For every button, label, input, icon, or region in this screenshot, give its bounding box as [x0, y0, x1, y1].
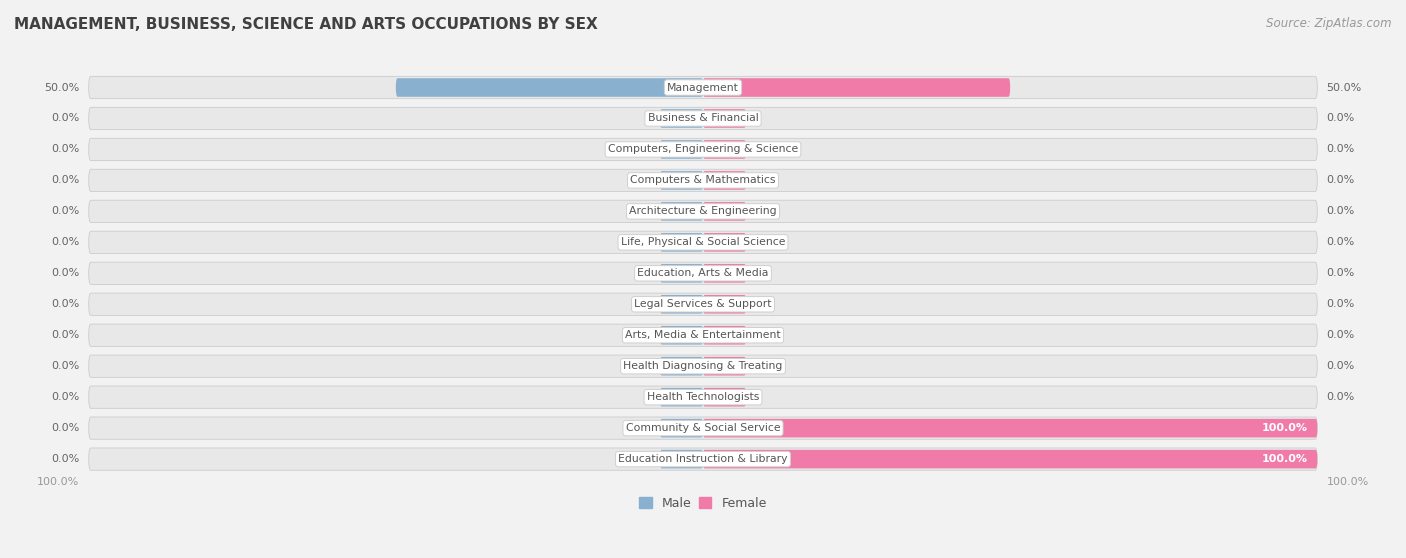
- Text: Health Technologists: Health Technologists: [647, 392, 759, 402]
- FancyBboxPatch shape: [659, 202, 703, 220]
- FancyBboxPatch shape: [396, 78, 703, 97]
- FancyBboxPatch shape: [89, 417, 1317, 439]
- FancyBboxPatch shape: [659, 388, 703, 406]
- FancyBboxPatch shape: [703, 264, 747, 282]
- FancyBboxPatch shape: [703, 109, 747, 128]
- Text: 0.0%: 0.0%: [1326, 299, 1355, 309]
- Text: 100.0%: 100.0%: [1326, 477, 1369, 487]
- FancyBboxPatch shape: [89, 324, 1317, 347]
- Text: 0.0%: 0.0%: [51, 361, 80, 371]
- FancyBboxPatch shape: [89, 293, 1317, 315]
- FancyBboxPatch shape: [659, 450, 703, 468]
- FancyBboxPatch shape: [703, 295, 747, 314]
- FancyBboxPatch shape: [89, 107, 1317, 129]
- Text: 0.0%: 0.0%: [51, 423, 80, 433]
- FancyBboxPatch shape: [89, 386, 1317, 408]
- FancyBboxPatch shape: [703, 202, 747, 220]
- FancyBboxPatch shape: [703, 450, 1317, 468]
- Text: 0.0%: 0.0%: [1326, 206, 1355, 217]
- FancyBboxPatch shape: [89, 169, 1317, 191]
- Text: 0.0%: 0.0%: [1326, 330, 1355, 340]
- FancyBboxPatch shape: [89, 262, 1317, 285]
- Text: 100.0%: 100.0%: [1263, 423, 1308, 433]
- Text: 0.0%: 0.0%: [51, 145, 80, 155]
- Text: 0.0%: 0.0%: [51, 237, 80, 247]
- FancyBboxPatch shape: [703, 326, 747, 344]
- FancyBboxPatch shape: [659, 357, 703, 376]
- FancyBboxPatch shape: [703, 233, 747, 252]
- Text: 100.0%: 100.0%: [37, 477, 80, 487]
- Text: 0.0%: 0.0%: [51, 113, 80, 123]
- Text: Architecture & Engineering: Architecture & Engineering: [630, 206, 776, 217]
- Text: 0.0%: 0.0%: [51, 206, 80, 217]
- FancyBboxPatch shape: [89, 231, 1317, 253]
- Text: 0.0%: 0.0%: [1326, 113, 1355, 123]
- FancyBboxPatch shape: [703, 357, 747, 376]
- Text: 0.0%: 0.0%: [51, 392, 80, 402]
- Text: Legal Services & Support: Legal Services & Support: [634, 299, 772, 309]
- Text: Computers & Mathematics: Computers & Mathematics: [630, 175, 776, 185]
- Legend: Male, Female: Male, Female: [634, 492, 772, 515]
- Text: 0.0%: 0.0%: [1326, 237, 1355, 247]
- Text: Education Instruction & Library: Education Instruction & Library: [619, 454, 787, 464]
- FancyBboxPatch shape: [89, 355, 1317, 377]
- Text: 0.0%: 0.0%: [1326, 175, 1355, 185]
- Text: Management: Management: [666, 83, 740, 93]
- FancyBboxPatch shape: [703, 78, 1010, 97]
- Text: Education, Arts & Media: Education, Arts & Media: [637, 268, 769, 278]
- Text: Computers, Engineering & Science: Computers, Engineering & Science: [607, 145, 799, 155]
- Text: 0.0%: 0.0%: [1326, 268, 1355, 278]
- FancyBboxPatch shape: [89, 448, 1317, 470]
- FancyBboxPatch shape: [89, 138, 1317, 161]
- FancyBboxPatch shape: [659, 233, 703, 252]
- FancyBboxPatch shape: [659, 326, 703, 344]
- FancyBboxPatch shape: [89, 76, 1317, 99]
- Text: Life, Physical & Social Science: Life, Physical & Social Science: [621, 237, 785, 247]
- FancyBboxPatch shape: [659, 140, 703, 158]
- Text: 0.0%: 0.0%: [1326, 361, 1355, 371]
- Text: Arts, Media & Entertainment: Arts, Media & Entertainment: [626, 330, 780, 340]
- Text: 0.0%: 0.0%: [1326, 392, 1355, 402]
- Text: Community & Social Service: Community & Social Service: [626, 423, 780, 433]
- FancyBboxPatch shape: [703, 388, 747, 406]
- Text: 50.0%: 50.0%: [44, 83, 80, 93]
- FancyBboxPatch shape: [89, 200, 1317, 223]
- Text: Health Diagnosing & Treating: Health Diagnosing & Treating: [623, 361, 783, 371]
- FancyBboxPatch shape: [659, 419, 703, 437]
- FancyBboxPatch shape: [703, 419, 1317, 437]
- Text: 0.0%: 0.0%: [51, 330, 80, 340]
- Text: 0.0%: 0.0%: [51, 268, 80, 278]
- Text: 0.0%: 0.0%: [51, 454, 80, 464]
- Text: Source: ZipAtlas.com: Source: ZipAtlas.com: [1267, 17, 1392, 30]
- Text: 0.0%: 0.0%: [1326, 145, 1355, 155]
- Text: MANAGEMENT, BUSINESS, SCIENCE AND ARTS OCCUPATIONS BY SEX: MANAGEMENT, BUSINESS, SCIENCE AND ARTS O…: [14, 17, 598, 32]
- FancyBboxPatch shape: [659, 295, 703, 314]
- Text: 100.0%: 100.0%: [1263, 454, 1308, 464]
- FancyBboxPatch shape: [659, 264, 703, 282]
- FancyBboxPatch shape: [703, 140, 747, 158]
- Text: Business & Financial: Business & Financial: [648, 113, 758, 123]
- FancyBboxPatch shape: [659, 171, 703, 190]
- FancyBboxPatch shape: [659, 109, 703, 128]
- FancyBboxPatch shape: [703, 171, 747, 190]
- Text: 0.0%: 0.0%: [51, 299, 80, 309]
- Text: 50.0%: 50.0%: [1326, 83, 1362, 93]
- Text: 0.0%: 0.0%: [51, 175, 80, 185]
